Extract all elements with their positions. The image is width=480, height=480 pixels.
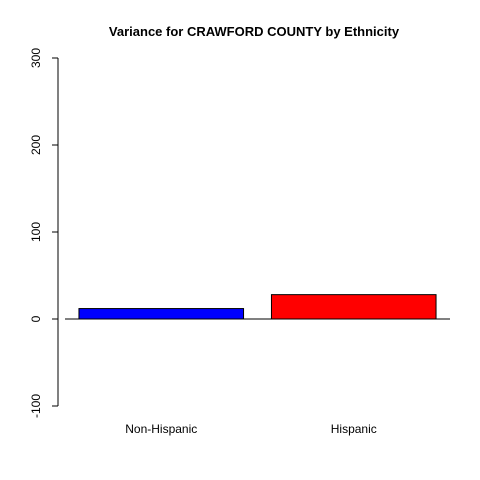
y-tick-label: 100 [29,222,43,242]
category-label: Hispanic [331,422,377,436]
y-tick-label: 0 [29,315,43,322]
y-tick-label: 300 [29,48,43,68]
chart-title: Variance for CRAWFORD COUNTY by Ethnicit… [109,24,400,39]
y-tick-label: -100 [29,394,43,418]
bar-hispanic [270,294,437,320]
bars [78,294,437,320]
category-label: Non-Hispanic [125,422,197,436]
bar-non-hispanic [78,308,245,320]
y-axis: -100 0 100 200 300 [29,48,59,418]
category-labels: Non-Hispanic Hispanic [125,422,377,436]
y-tick-label: 200 [29,135,43,155]
